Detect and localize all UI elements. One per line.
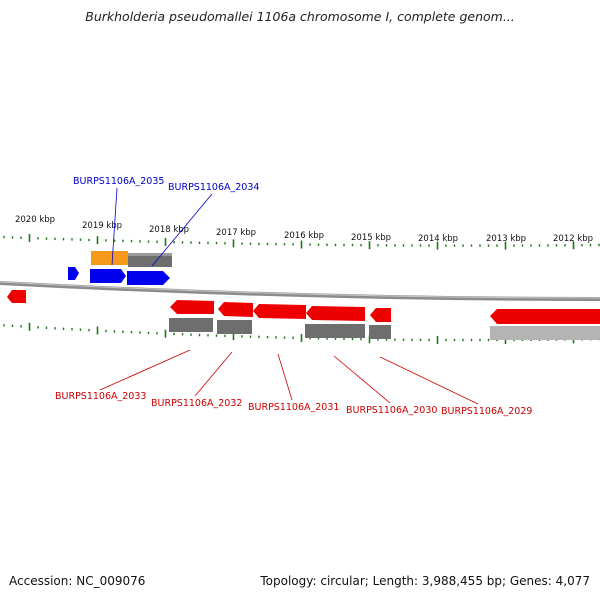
tick-labels: 2020 kbp 2019 kbp 2018 kbp 2017 kbp 2016 kbp… — [15, 215, 593, 244]
tick-label: 2012 kbp — [553, 234, 593, 244]
gene-burps1106a-2033[interactable] — [170, 300, 214, 314]
tick-row-outer — [3, 234, 600, 250]
genome-title: Burkholderia pseudomallei 1106a chromoso… — [85, 9, 515, 24]
gene-reverse-left-edge[interactable] — [7, 290, 26, 303]
gene-reverse-right-large[interactable] — [490, 309, 600, 324]
backbone-track — [0, 281, 600, 301]
cds-feature-2033[interactable] — [169, 318, 213, 332]
gene-label-2034[interactable]: BURPS1106A_2034 — [168, 182, 259, 193]
tick-label: 2015 kbp — [351, 233, 391, 243]
gene-burps1106a-2035[interactable] — [90, 269, 126, 283]
tick-label: 2020 kbp — [15, 215, 55, 225]
gene-burps1106a-2031[interactable] — [253, 304, 306, 319]
cds-feature-right-large[interactable] — [490, 326, 600, 340]
leader-2031 — [277, 353, 293, 401]
cds-feature-upper[interactable] — [128, 253, 172, 267]
backbone-highlight — [0, 281, 600, 299]
cds-feature-2030[interactable] — [305, 324, 365, 338]
leader-2030 — [333, 355, 391, 404]
gene-burps1106a-2032[interactable] — [218, 302, 253, 317]
leader-2034 — [151, 193, 213, 267]
gene-burps1106a-2029[interactable] — [370, 308, 391, 322]
cds-feature-2029[interactable] — [369, 325, 391, 339]
cds-feature-2032[interactable] — [217, 320, 252, 334]
tick-label: 2017 kbp — [216, 228, 256, 238]
leader-2032 — [194, 351, 233, 397]
gene-label-2029[interactable]: BURPS1106A_2029 — [441, 406, 532, 417]
cds-feature-upper-shine — [128, 253, 172, 256]
gene-forward-arrow-small[interactable] — [68, 267, 79, 280]
gene-label-2031[interactable]: BURPS1106A_2031 — [248, 402, 339, 413]
tick-label: 2018 kbp — [149, 225, 189, 235]
gene-burps1106a-2034[interactable] — [127, 271, 170, 285]
leader-2033 — [99, 349, 191, 391]
tick-label: 2013 kbp — [486, 234, 526, 244]
leader-2035 — [111, 187, 118, 266]
tick-label: 2016 kbp — [284, 231, 324, 241]
gene-label-2032[interactable]: BURPS1106A_2032 — [151, 398, 242, 409]
genome-summary: Topology: circular; Length: 3,988,455 bp… — [260, 574, 590, 588]
leader-2029 — [379, 356, 479, 405]
gene-label-2035[interactable]: BURPS1106A_2035 — [73, 176, 164, 187]
gene-burps1106a-2030[interactable] — [306, 306, 365, 321]
highlight-feature-orange[interactable] — [91, 251, 128, 265]
gene-label-2030[interactable]: BURPS1106A_2030 — [346, 405, 437, 416]
accession-label: Accession: NC_009076 — [9, 574, 146, 588]
tick-label: 2019 kbp — [82, 221, 122, 231]
tick-label: 2014 kbp — [418, 234, 458, 244]
label-leader-lines — [99, 187, 479, 405]
gene-label-2033[interactable]: BURPS1106A_2033 — [55, 391, 146, 402]
